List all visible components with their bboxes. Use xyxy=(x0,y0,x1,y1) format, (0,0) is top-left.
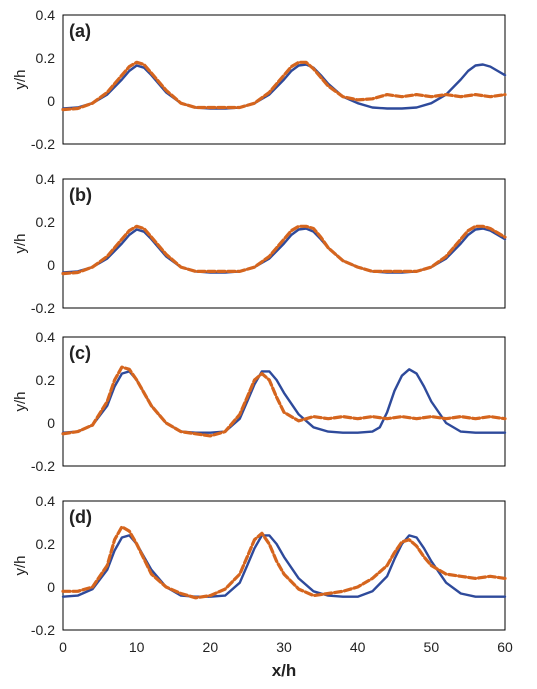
panel-b: 0.4 0.2 0 -0.2 y/h (b) xyxy=(12,171,507,316)
model-series-line xyxy=(61,534,507,598)
y-tick-label: -0.2 xyxy=(31,300,55,316)
y-tick-label: 0.4 xyxy=(36,7,56,23)
y-axis-label: y/h xyxy=(12,555,29,575)
x-axis-label: x/h xyxy=(272,661,297,680)
panel-label: (b) xyxy=(69,185,92,205)
experiment-series-line xyxy=(61,60,507,112)
y-tick-label: 0.2 xyxy=(36,372,56,388)
y-tick-label: 0.4 xyxy=(36,171,56,187)
y-axis-label: y/h xyxy=(12,233,29,253)
panel-a: 0.4 0.2 0 -0.2 y/h (a) xyxy=(12,7,507,152)
model-series-line xyxy=(61,368,507,434)
y-axis-label: y/h xyxy=(12,69,29,89)
y-tick-label: 0.2 xyxy=(36,214,56,230)
y-axis-label: y/h xyxy=(12,391,29,411)
y-tick-label: -0.2 xyxy=(31,136,55,152)
y-tick-label: 0 xyxy=(47,257,55,273)
x-tick-label: 60 xyxy=(497,639,513,655)
panel-label: (a) xyxy=(69,21,91,41)
experiment-series-line xyxy=(61,525,507,600)
y-tick-label: -0.2 xyxy=(31,622,55,638)
plot-frame xyxy=(62,500,506,631)
panel-c: 0.4 0.2 0 -0.2 y/h (c) xyxy=(12,329,507,474)
y-tick-label: 0 xyxy=(47,93,55,109)
x-tick-label: 20 xyxy=(203,639,219,655)
x-tick-label: 10 xyxy=(129,639,145,655)
experiment-series-line xyxy=(61,224,507,276)
x-tick-label: 50 xyxy=(424,639,440,655)
x-tick-label: 0 xyxy=(59,639,67,655)
plot-frame xyxy=(62,178,506,309)
panel-d: 0.4 0.2 0 -0.2 y/h (d) xyxy=(12,493,507,638)
model-series-line xyxy=(61,63,507,110)
model-series-line xyxy=(61,227,507,274)
y-tick-label: 0.2 xyxy=(36,536,56,552)
panel-label: (d) xyxy=(69,507,92,527)
plot-frame xyxy=(62,14,506,145)
y-tick-label: 0 xyxy=(47,415,55,431)
panel-label: (c) xyxy=(69,343,91,363)
y-tick-label: 0.4 xyxy=(36,493,56,509)
y-tick-label: 0 xyxy=(47,579,55,595)
y-tick-label: -0.2 xyxy=(31,458,55,474)
y-tick-label: 0.4 xyxy=(36,329,56,345)
x-tick-label: 40 xyxy=(350,639,366,655)
plot-frame xyxy=(62,336,506,467)
x-tick-label: 30 xyxy=(276,639,292,655)
experiment-series-line xyxy=(61,365,507,438)
y-tick-label: 0.2 xyxy=(36,50,56,66)
